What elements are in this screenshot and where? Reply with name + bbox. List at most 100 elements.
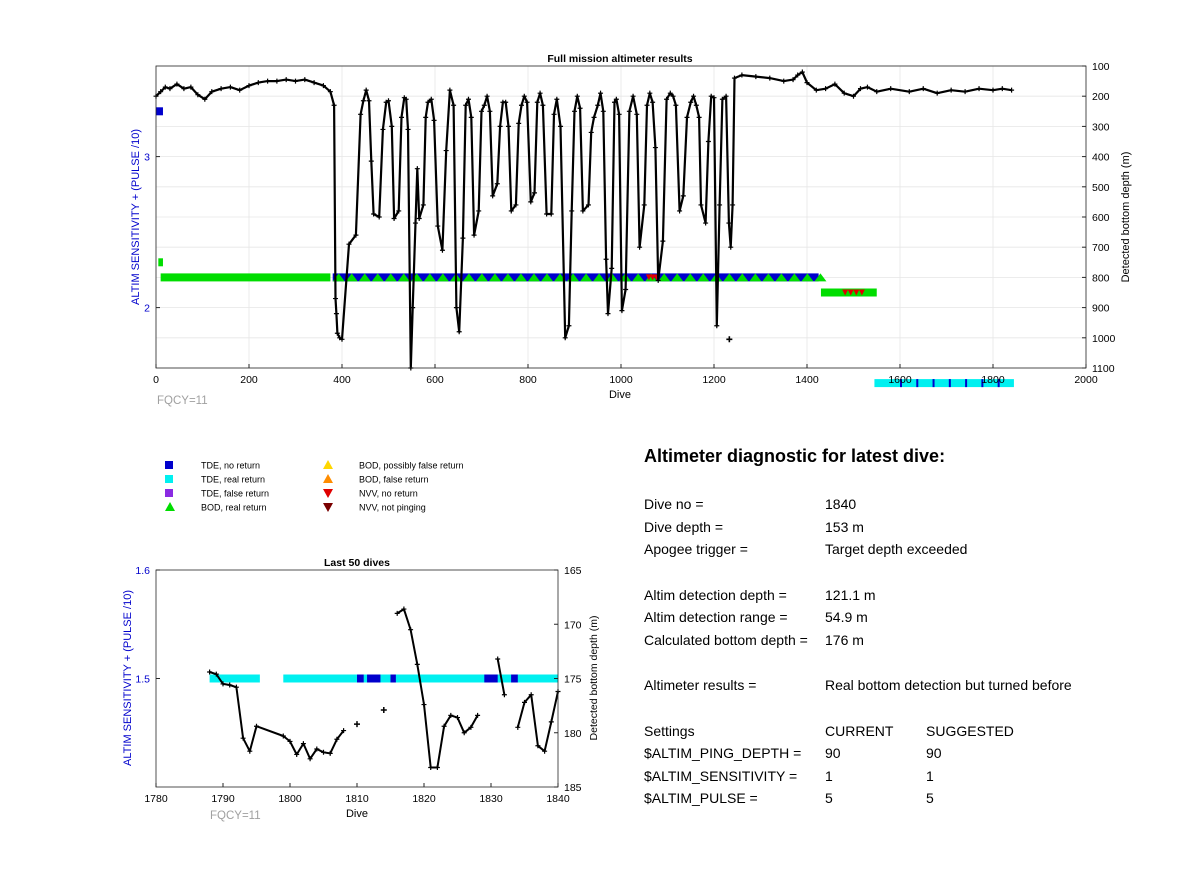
depth-point <box>386 98 391 104</box>
depth-point <box>572 108 577 114</box>
depth-line <box>396 608 479 769</box>
depth-point <box>705 139 711 144</box>
left-y-axis-label: ALTIM SENSITIVITY + (PULSE /10) <box>130 129 142 305</box>
x-tick-label: 1810 <box>345 793 369 805</box>
y-tick-label: 2 <box>144 303 150 315</box>
legend-label: BOD, real return <box>201 503 267 513</box>
depth-point <box>465 96 471 102</box>
depth-point <box>283 77 289 83</box>
status-markers <box>156 107 1014 388</box>
setting-row: $ALTIM_PULSE = 5 5 <box>644 787 1184 810</box>
depth-point <box>174 81 180 87</box>
dive-no-value: 1840 <box>825 496 857 512</box>
y-tick-label: 300 <box>1092 121 1110 133</box>
depth-point <box>851 93 856 99</box>
depth-point <box>447 87 453 93</box>
bod-marker <box>384 273 397 282</box>
depth-point <box>503 99 509 105</box>
depth-point <box>864 84 870 90</box>
depth-point <box>544 211 550 217</box>
status-markers <box>209 674 558 683</box>
depth-point <box>410 305 416 311</box>
y-tick-label: 100 <box>1092 61 1110 73</box>
depth-point <box>443 148 449 154</box>
depth-point <box>655 277 661 283</box>
tde-no-return-marker <box>367 674 381 683</box>
tde-marker <box>965 379 968 388</box>
depth-point <box>346 241 352 247</box>
depth-point <box>647 90 653 96</box>
depth-point <box>673 102 679 108</box>
bod-marker <box>501 273 514 282</box>
depth-point <box>494 181 500 187</box>
results-label: Altimeter results = <box>644 677 757 693</box>
status-band <box>156 107 163 116</box>
depth-point <box>358 111 364 117</box>
depth-point <box>554 96 560 102</box>
dive-depth-value: 153 m <box>825 518 864 535</box>
depth-point <box>240 735 246 741</box>
nvv-marker <box>858 289 865 296</box>
detect-depth-row: Altim detection depth = 121.1 m <box>644 584 1184 607</box>
depth-point <box>535 743 541 749</box>
legend-marker <box>165 475 173 483</box>
depth-point <box>731 75 737 81</box>
legend-marker <box>323 460 333 469</box>
settings-header: Settings <box>644 722 695 739</box>
depth-point <box>167 86 173 92</box>
depth-point <box>501 692 507 698</box>
legend-marker <box>323 489 333 498</box>
depth-point <box>255 80 261 86</box>
legend-label: TDE, no return <box>201 461 260 471</box>
depth-point <box>524 99 530 105</box>
bod-marker <box>345 273 358 282</box>
depth-point <box>664 96 670 102</box>
depth-line <box>496 658 506 695</box>
depth-point <box>333 311 339 317</box>
depth-point <box>479 108 484 114</box>
bod-marker <box>436 273 449 282</box>
depth-point <box>311 80 317 86</box>
x-tick-label: 2000 <box>1074 374 1098 386</box>
depth-point <box>990 87 996 93</box>
depth-point <box>401 606 407 612</box>
depth-point <box>644 102 650 108</box>
depth-point <box>680 193 686 199</box>
depth-point <box>652 145 658 151</box>
results-value: Real bottom detection but turned before <box>825 677 1072 693</box>
depth-point <box>513 202 519 208</box>
depth-point <box>693 102 699 108</box>
depth-point <box>453 305 459 311</box>
y-tick-label: 165 <box>564 565 582 577</box>
depth-point <box>708 93 714 99</box>
x-tick-label: 1800 <box>981 374 1005 386</box>
depth-point <box>376 214 382 220</box>
depth-point <box>948 87 954 93</box>
depth-point <box>341 728 347 734</box>
depth-point <box>435 223 441 229</box>
full-mission-chart: Full mission altimeter results 0 200 400 60… <box>130 53 1132 407</box>
depth-point <box>548 211 554 217</box>
depth-point <box>227 682 233 688</box>
depth-point <box>423 114 429 120</box>
left-y-axis: 1.5 1.6 <box>135 565 160 686</box>
depth-point <box>294 751 300 757</box>
bod-marker <box>371 273 384 282</box>
depth-point <box>585 202 591 208</box>
depth-point <box>371 211 377 217</box>
setting-current: 1 <box>825 767 833 784</box>
x-tick-label: 1840 <box>546 793 570 805</box>
depth-point <box>439 247 445 253</box>
depth-point <box>726 336 733 343</box>
depth-point <box>320 83 326 89</box>
dive-depth-row: Dive depth = 153 m <box>644 516 1184 539</box>
x-axis: 1780 1790 1800 1810 1820 1830 1840 <box>144 783 570 805</box>
detect-depth-label: Altim detection depth = <box>644 586 787 603</box>
depth-point <box>468 114 474 120</box>
depth-point <box>739 72 745 78</box>
depth-point <box>368 158 374 164</box>
depth-point <box>307 756 313 762</box>
depth-point <box>428 96 434 102</box>
depth-point <box>420 202 426 208</box>
depth-point <box>213 671 219 677</box>
